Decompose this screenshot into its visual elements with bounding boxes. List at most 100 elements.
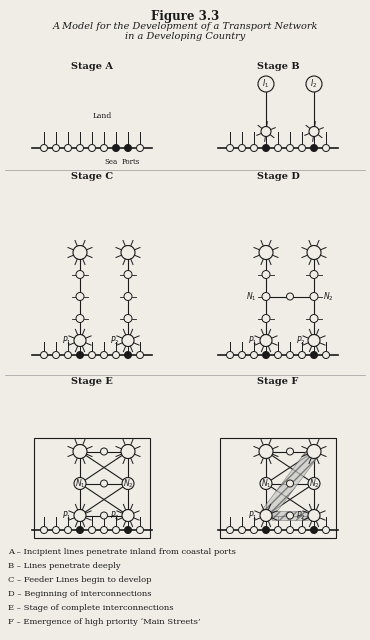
Circle shape [250,351,258,358]
Circle shape [112,145,120,152]
Circle shape [259,445,273,458]
Circle shape [40,527,47,534]
Circle shape [122,477,134,490]
Circle shape [259,246,273,259]
Circle shape [275,351,282,358]
Circle shape [310,527,317,534]
Circle shape [101,480,108,487]
Text: $N_1$: $N_1$ [75,477,85,490]
Circle shape [275,145,282,152]
Circle shape [307,445,321,458]
Circle shape [137,351,144,358]
Circle shape [309,127,319,136]
Circle shape [323,527,330,534]
Circle shape [40,351,47,358]
Circle shape [88,145,95,152]
Text: $P_2$: $P_2$ [110,509,119,522]
Text: Land: Land [92,112,112,120]
Text: Stage D: Stage D [257,172,299,181]
Circle shape [239,145,246,152]
Circle shape [260,477,272,490]
Circle shape [40,145,47,152]
Circle shape [64,527,71,534]
Circle shape [250,145,258,152]
Text: F – Emergence of high priority ‘Main Streets’: F – Emergence of high priority ‘Main Str… [8,618,201,626]
Circle shape [76,292,84,301]
Text: $P_2$: $P_2$ [296,509,305,522]
Polygon shape [272,511,308,520]
Circle shape [124,145,131,152]
Text: $N_2$: $N_2$ [123,477,133,490]
Bar [220,438,336,538]
Circle shape [74,509,86,522]
Text: $I_2$: $I_2$ [310,77,317,90]
Circle shape [310,271,318,278]
Text: $N_1$: $N_1$ [246,291,257,303]
Circle shape [101,512,108,519]
Circle shape [310,351,317,358]
Circle shape [262,271,270,278]
Circle shape [112,527,120,534]
Circle shape [137,527,144,534]
Circle shape [76,314,84,323]
Text: C – Feeder Lines begin to develop: C – Feeder Lines begin to develop [8,576,151,584]
Text: $I_2$: $I_2$ [124,445,132,458]
Circle shape [299,527,306,534]
Circle shape [53,527,60,534]
Text: $P_1$: $P_1$ [248,334,257,347]
Circle shape [286,293,293,300]
Circle shape [122,335,134,346]
Circle shape [286,527,293,534]
Text: $I_1$: $I_1$ [262,246,270,259]
Circle shape [121,445,135,458]
Text: $I_1$: $I_1$ [77,246,84,259]
Text: Stage C: Stage C [71,172,113,181]
Circle shape [53,145,60,152]
Bar [34,438,150,538]
Circle shape [239,527,246,534]
Text: Stage F: Stage F [257,377,299,386]
Text: $P_1$: $P_1$ [61,334,71,347]
Text: E – Stage of complete interconnections: E – Stage of complete interconnections [8,604,174,612]
Text: $I_1$: $I_1$ [262,445,270,458]
Circle shape [286,351,293,358]
Circle shape [137,145,144,152]
Text: Ports: Ports [122,158,140,166]
Circle shape [124,351,131,358]
Polygon shape [261,447,319,520]
Circle shape [286,512,293,519]
Text: $I_2$: $I_2$ [310,445,317,458]
Circle shape [124,292,132,301]
Circle shape [88,527,95,534]
Circle shape [262,314,270,323]
Circle shape [323,145,330,152]
Text: Stage A: Stage A [71,62,113,71]
Circle shape [299,145,306,152]
Circle shape [260,509,272,522]
Text: $I_2$: $I_2$ [124,246,132,259]
Circle shape [76,271,84,278]
Circle shape [258,76,274,92]
Circle shape [121,246,135,259]
Circle shape [262,292,270,301]
Circle shape [124,314,132,323]
Circle shape [260,335,272,346]
Circle shape [77,527,84,534]
Circle shape [77,145,84,152]
Circle shape [286,145,293,152]
Circle shape [64,351,71,358]
Circle shape [122,509,134,522]
Circle shape [262,527,269,534]
Text: A – Incipient lines penetrate inland from coastal ports: A – Incipient lines penetrate inland fro… [8,548,236,556]
Text: $P_1$: $P_1$ [248,509,257,522]
Circle shape [74,477,86,490]
Circle shape [310,145,317,152]
Text: $I_1$: $I_1$ [262,77,270,90]
Text: $N_1$: $N_1$ [261,477,271,490]
Circle shape [88,351,95,358]
Text: Stage E: Stage E [71,377,113,386]
Text: D – Beginning of interconnections: D – Beginning of interconnections [8,590,151,598]
Circle shape [308,477,320,490]
Text: B – Lines penetrate deeply: B – Lines penetrate deeply [8,562,121,570]
Circle shape [323,351,330,358]
